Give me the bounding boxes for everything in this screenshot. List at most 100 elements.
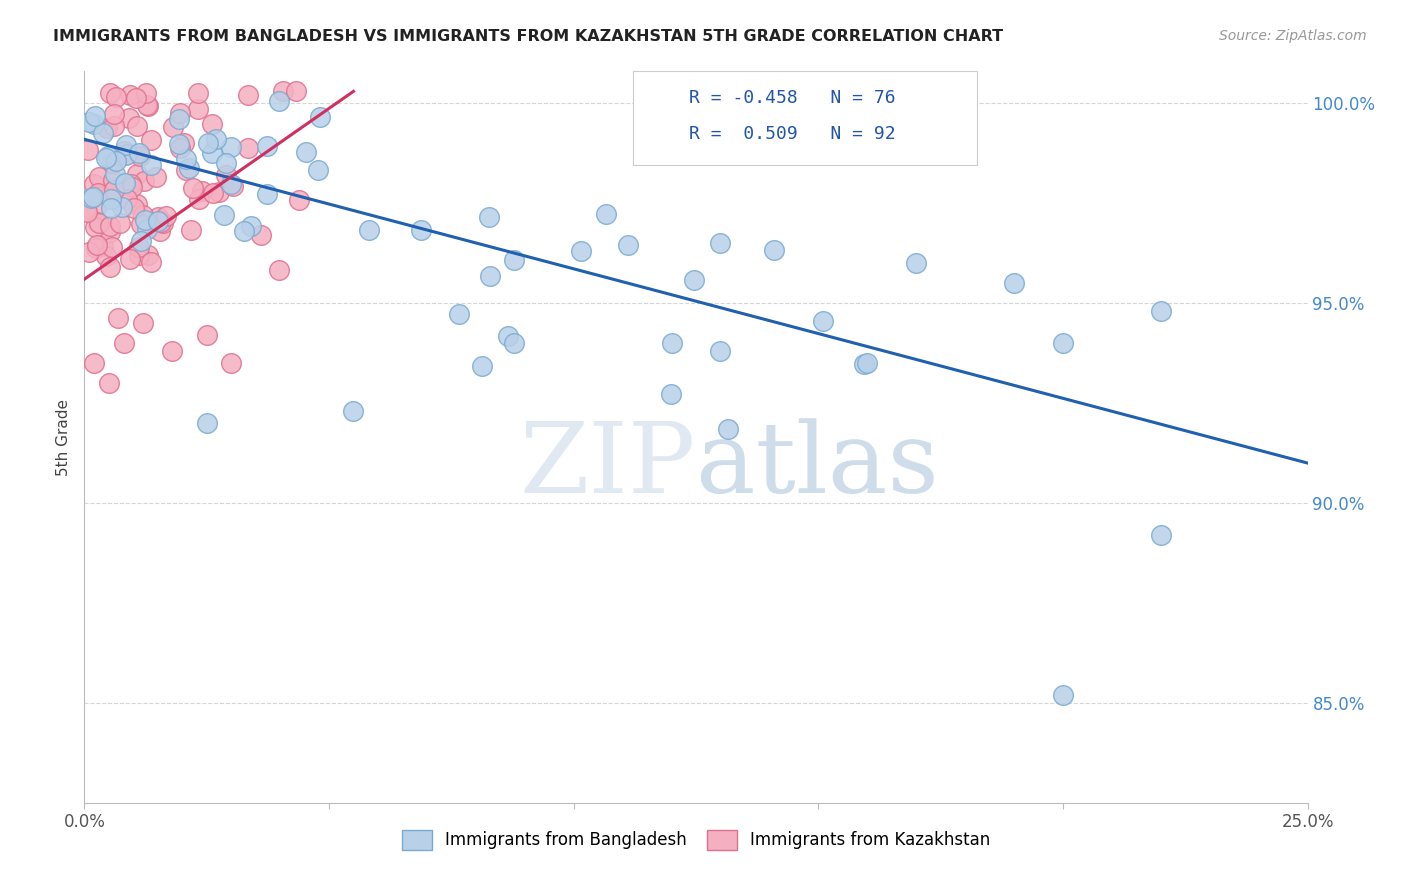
- Point: [503, 252, 526, 267]
- Point: [145, 169, 167, 184]
- Point: [269, 263, 291, 277]
- Point: [471, 359, 494, 373]
- Point: [180, 223, 202, 237]
- Point: [717, 422, 740, 436]
- Point: [125, 91, 148, 105]
- Point: [101, 183, 124, 197]
- Point: [86, 201, 108, 215]
- Point: [167, 136, 190, 151]
- Point: [91, 238, 114, 252]
- Point: [103, 183, 125, 197]
- Point: [675, 138, 697, 153]
- Point: [127, 197, 149, 211]
- Point: [173, 136, 195, 150]
- Point: [411, 222, 433, 236]
- Point: [285, 84, 308, 98]
- Point: [250, 228, 273, 243]
- Point: [114, 176, 136, 190]
- Point: [128, 248, 150, 262]
- Point: [221, 178, 243, 193]
- Text: R = -0.458   N = 76: R = -0.458 N = 76: [689, 89, 896, 107]
- Point: [108, 216, 131, 230]
- Point: [191, 185, 214, 199]
- Point: [1002, 276, 1025, 290]
- Point: [208, 186, 231, 200]
- Point: [98, 219, 121, 234]
- Point: [162, 120, 184, 134]
- Point: [342, 404, 364, 418]
- Point: [136, 222, 159, 236]
- Point: [117, 192, 139, 206]
- Point: [188, 192, 211, 206]
- Point: [236, 141, 259, 155]
- Point: [84, 220, 107, 235]
- Point: [132, 208, 155, 222]
- Point: [256, 186, 278, 201]
- Point: [478, 211, 501, 225]
- Point: [214, 208, 236, 222]
- Point: [136, 98, 159, 112]
- Point: [129, 234, 152, 248]
- Point: [91, 126, 114, 140]
- Point: [177, 161, 200, 176]
- Point: [100, 193, 122, 207]
- Point: [103, 119, 125, 133]
- Point: [96, 151, 118, 165]
- Text: IMMIGRANTS FROM BANGLADESH VS IMMIGRANTS FROM KAZAKHSTAN 5TH GRADE CORRELATION C: IMMIGRANTS FROM BANGLADESH VS IMMIGRANTS…: [53, 29, 1004, 44]
- Point: [100, 239, 122, 253]
- Point: [136, 248, 159, 262]
- Point: [498, 329, 520, 343]
- Point: [139, 255, 162, 269]
- Point: [357, 223, 380, 237]
- Point: [152, 215, 174, 229]
- Point: [709, 344, 731, 359]
- Point: [149, 215, 172, 229]
- Point: [763, 244, 786, 258]
- Text: ZIP: ZIP: [520, 418, 696, 514]
- Point: [267, 95, 290, 109]
- Point: [288, 194, 311, 208]
- Point: [256, 139, 278, 153]
- Point: [83, 356, 105, 370]
- Point: [134, 173, 156, 187]
- Point: [683, 273, 706, 287]
- Point: [96, 120, 118, 135]
- Point: [103, 107, 125, 121]
- Point: [856, 356, 879, 370]
- Point: [83, 177, 105, 191]
- Point: [307, 162, 329, 177]
- Point: [308, 110, 330, 124]
- Point: [215, 156, 238, 170]
- Point: [187, 86, 209, 100]
- Point: [219, 177, 242, 191]
- Point: [96, 249, 118, 263]
- Point: [221, 140, 243, 154]
- Point: [197, 136, 219, 150]
- Point: [86, 215, 108, 229]
- Point: [169, 140, 191, 154]
- Point: [132, 316, 155, 330]
- Point: [127, 167, 149, 181]
- Point: [105, 90, 128, 104]
- Point: [101, 155, 124, 169]
- Point: [83, 109, 105, 123]
- Point: [75, 204, 97, 219]
- Point: [125, 119, 148, 133]
- Point: [146, 214, 169, 228]
- Point: [87, 216, 110, 230]
- Point: [201, 117, 224, 131]
- Point: [121, 180, 143, 194]
- Point: [478, 269, 501, 284]
- Point: [174, 152, 197, 166]
- Point: [115, 147, 138, 161]
- Point: [118, 87, 141, 102]
- Y-axis label: 5th Grade: 5th Grade: [56, 399, 72, 475]
- Text: Source: ZipAtlas.com: Source: ZipAtlas.com: [1219, 29, 1367, 43]
- Point: [86, 238, 108, 252]
- Point: [201, 146, 224, 161]
- Point: [135, 87, 157, 101]
- Point: [84, 240, 107, 254]
- Point: [118, 111, 141, 125]
- Point: [79, 190, 101, 204]
- Point: [87, 169, 110, 184]
